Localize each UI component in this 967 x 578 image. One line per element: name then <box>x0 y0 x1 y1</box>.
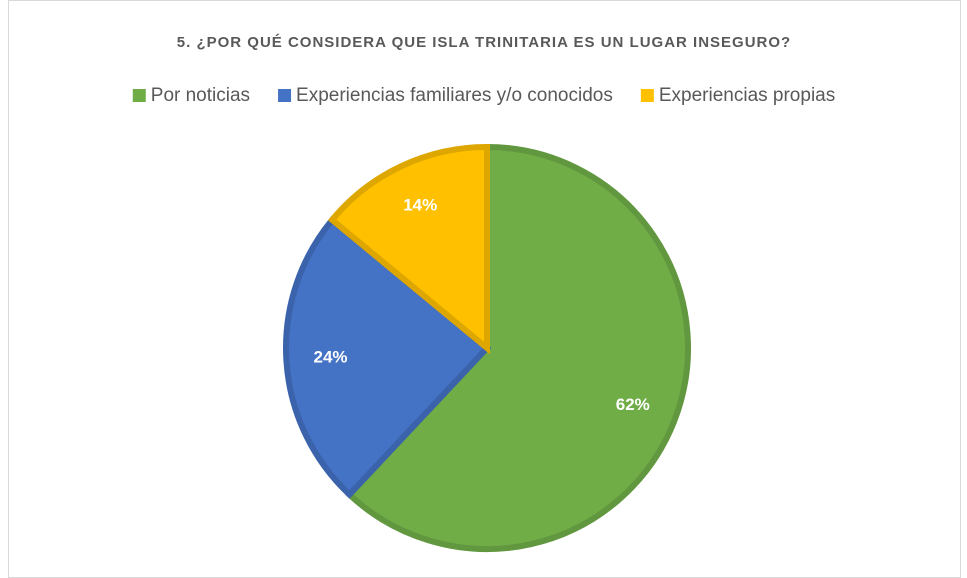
legend-label: Por noticias <box>151 85 250 106</box>
legend-label: Experiencias familiares y/o conocidos <box>296 85 613 106</box>
data-label: 24% <box>314 347 348 366</box>
pie-slice <box>283 215 492 499</box>
legend-swatch <box>278 89 292 102</box>
chart-title: 5. ¿POR QUÉ CONSIDERA QUE ISLA TRINITARI… <box>177 34 791 51</box>
legend-swatch <box>640 89 654 102</box>
data-label: 62% <box>616 395 650 414</box>
legend-swatch <box>132 89 146 102</box>
pie-slice <box>327 143 490 355</box>
legend-label: Experiencias propias <box>659 85 835 106</box>
data-label: 14% <box>403 196 437 215</box>
pie-slice <box>345 143 691 552</box>
